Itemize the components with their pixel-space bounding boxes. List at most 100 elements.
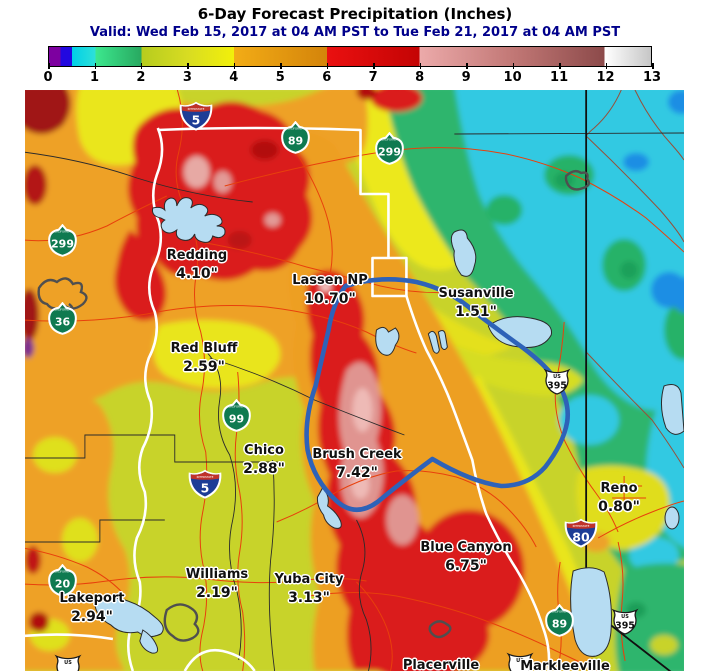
california-caption: CALIFORNIA xyxy=(551,610,567,614)
tick-label: 1 xyxy=(89,70,100,85)
mountain-meadows-lake xyxy=(427,330,440,354)
ca-299-shield: CALIFORNIA 299 xyxy=(374,132,405,165)
station-label-williams: Williams 2.19" xyxy=(186,566,248,602)
route-number: 89 xyxy=(288,135,303,148)
california-caption: CALIFORNIA xyxy=(54,570,70,574)
tick-label: 11 xyxy=(550,70,569,85)
station-name: Susanville xyxy=(438,286,514,301)
route-number: 5 xyxy=(192,113,201,128)
feather-basin-contour xyxy=(304,277,570,513)
station-name: Chico xyxy=(244,443,284,458)
station-name: Brush Creek xyxy=(312,447,402,462)
station-value: 2.19" xyxy=(196,585,238,601)
station-value: 3.13" xyxy=(288,590,330,606)
precipitation-map: INTERSTATE 5 CALIFORNIA 89 CALIFORNIA 29… xyxy=(25,90,684,671)
station-name: Yuba City xyxy=(274,572,344,587)
station-label-lassen-np: Lassen NP 10.70" xyxy=(292,272,368,308)
route-number: 80 xyxy=(572,530,590,545)
tick-label: 5 xyxy=(275,70,285,85)
tick-mark xyxy=(187,63,189,69)
station-label-susanville: Susanville 1.51" xyxy=(438,285,513,321)
tick-mark xyxy=(466,63,468,69)
route-number: 395 xyxy=(615,621,635,632)
station-label-blue-canyon: Blue Canyon 6.75" xyxy=(420,539,511,575)
us-caption: US xyxy=(621,614,629,620)
lakes xyxy=(94,197,684,657)
station-name: Red Bluff xyxy=(170,341,238,356)
california-caption: CALIFORNIA xyxy=(381,138,397,142)
station-value: 2.94" xyxy=(71,609,113,625)
honey-lake xyxy=(487,316,553,348)
station-name: Markleeville xyxy=(520,659,610,671)
eagle-lake xyxy=(450,229,477,277)
precipitation-colorbar xyxy=(48,46,652,67)
route-number: 99 xyxy=(229,413,244,426)
california-caption: CALIFORNIA xyxy=(54,308,70,312)
tick-label: 7 xyxy=(368,70,378,85)
route-number: 5 xyxy=(201,481,210,496)
station-value: 7.42" xyxy=(336,465,378,481)
tick-label: 9 xyxy=(461,70,471,85)
tick-mark xyxy=(419,63,422,69)
ca-89-shield-south: CALIFORNIA 89 xyxy=(544,604,575,637)
california-caption: CALIFORNIA xyxy=(287,127,303,131)
tick-mark xyxy=(605,63,607,69)
tick-mark xyxy=(512,63,515,69)
california-caption: CALIFORNIA xyxy=(228,405,244,409)
interstate-caption: INTERSTATE xyxy=(197,475,214,479)
tick-label: 12 xyxy=(596,70,615,85)
tick-label: 4 xyxy=(229,70,239,85)
pyramid-lake xyxy=(661,384,684,435)
tick-label: 8 xyxy=(415,70,425,85)
station-name: Lakeport xyxy=(59,591,125,606)
clear-lake-arm xyxy=(139,629,159,654)
interstate-caption: INTERSTATE xyxy=(573,524,590,528)
lake-almanor xyxy=(375,326,400,356)
station-label-lakeport: Lakeport 2.94" xyxy=(59,590,124,626)
interstate-80-shield: INTERSTATE 80 xyxy=(564,518,598,548)
station-name: Lassen NP xyxy=(292,273,368,288)
station-value: 1.51" xyxy=(455,304,497,320)
us-395-shield: US 395 xyxy=(542,368,572,395)
interstate-5-shield: INTERSTATE 5 xyxy=(179,101,213,131)
ca-299-shield-west: CALIFORNIA 299 xyxy=(47,224,78,257)
tick-mark xyxy=(48,63,50,69)
us-caption: US xyxy=(553,374,561,380)
tick-label: 3 xyxy=(182,70,192,85)
interstate-5-shield-south: INTERSTATE 5 xyxy=(188,469,222,499)
lake-oroville xyxy=(316,487,342,529)
ca-99-shield: CALIFORNIA 99 xyxy=(221,399,252,432)
us-route-shield-partial-west: US xyxy=(53,654,83,671)
station-name: Redding xyxy=(166,248,228,263)
us-caption: US xyxy=(516,658,524,664)
route-number: 36 xyxy=(55,316,71,329)
us-395-shield-south: US 395 xyxy=(610,608,640,635)
station-label-chico: Chico 2.88" xyxy=(243,442,285,478)
us-caption: US xyxy=(64,660,72,666)
station-label-brush-creek: Brush Creek 7.42" xyxy=(312,446,401,482)
tick-mark xyxy=(94,63,96,69)
california-caption: CALIFORNIA xyxy=(54,230,70,234)
station-value: 10.70" xyxy=(304,291,356,307)
station-value: 0.80" xyxy=(598,499,640,515)
lake-tahoe xyxy=(570,567,612,657)
ca-20-shield: CALIFORNIA 20 xyxy=(47,564,78,597)
tick-label: 0 xyxy=(43,70,53,85)
station-value: 2.88" xyxy=(243,461,285,477)
tick-mark xyxy=(233,63,236,69)
washoe-lake xyxy=(664,506,680,530)
ca-36-shield: CALIFORNIA 36 xyxy=(47,302,78,335)
tick-mark xyxy=(373,63,375,69)
station-label-yuba-city: Yuba City 3.13" xyxy=(274,571,343,607)
station-label-reno: Reno 0.80" xyxy=(598,480,640,516)
route-number: 20 xyxy=(55,578,71,591)
tick-mark xyxy=(140,63,143,69)
county-lines xyxy=(25,132,684,671)
clear-lake xyxy=(94,597,164,638)
station-label-redding: Redding 4.10" xyxy=(167,247,227,283)
station-label-placerville: Placerville xyxy=(403,657,479,671)
tick-mark xyxy=(559,63,561,69)
station-name: Placerville xyxy=(402,658,480,671)
station-value: 2.59" xyxy=(183,359,225,375)
